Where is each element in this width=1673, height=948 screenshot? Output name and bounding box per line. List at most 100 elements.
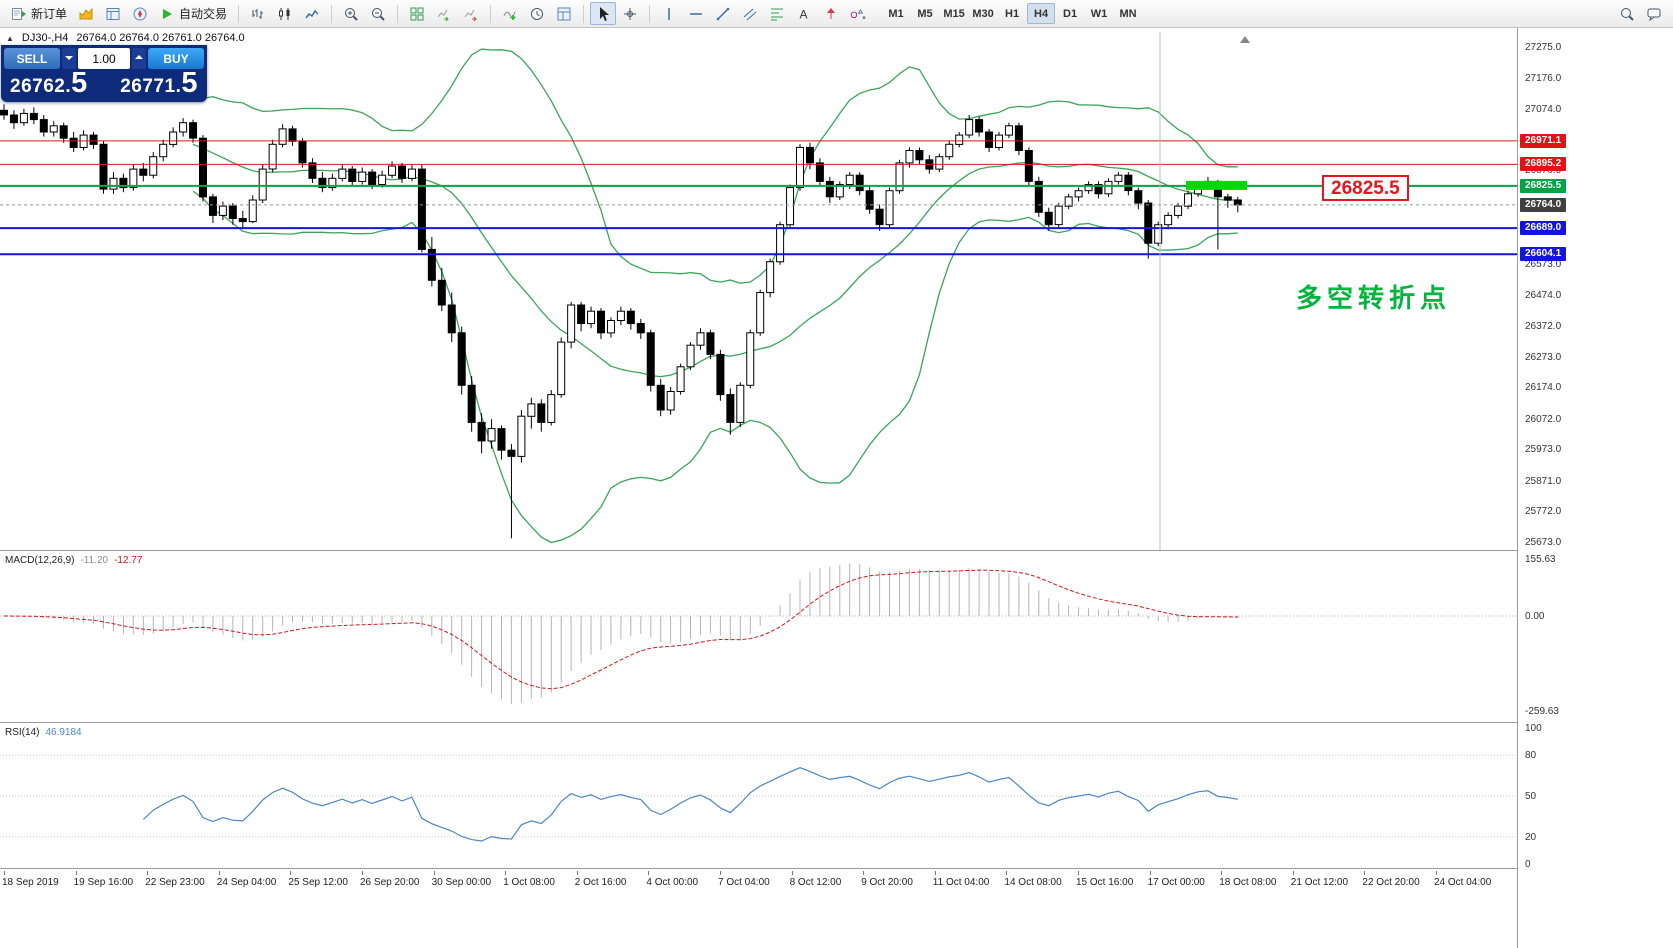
macd-main-value: -11.20 — [80, 555, 109, 566]
line-chart-icon — [304, 6, 320, 22]
toolbar-separator — [331, 4, 333, 23]
timeframe-button-h4[interactable]: H4 — [1027, 3, 1056, 24]
equidistant-channel-button[interactable] — [737, 2, 763, 25]
horizontal-line-button[interactable] — [683, 2, 709, 25]
panel-separator[interactable] — [0, 722, 1673, 723]
price-chart-plot[interactable] — [0, 28, 1517, 550]
volume-up-button[interactable] — [132, 48, 146, 69]
rsi-value: 46.9184 — [45, 727, 82, 738]
buy-button[interactable]: BUY — [148, 48, 204, 69]
zoom-out-icon — [370, 6, 386, 22]
shapes-icon — [850, 6, 866, 22]
rsi-axis-label: 80 — [1525, 750, 1537, 762]
price-axis[interactable]: 27275.027176.027074.026876.026675.026573… — [1517, 28, 1673, 948]
timeframe-button-m30[interactable]: M30 — [969, 3, 997, 24]
time-label: 19 Sep 16:00 — [73, 877, 134, 888]
indicators-button[interactable] — [497, 2, 523, 25]
timeframe-button-m15[interactable]: M15 — [940, 3, 968, 24]
price-axis-tick: 25973.0 — [1525, 444, 1562, 456]
time-axis-tick — [1078, 871, 1079, 875]
time-label: 25 Sep 12:00 — [288, 877, 348, 888]
timeframe-button-mn[interactable]: MN — [1114, 3, 1142, 24]
cursor-button[interactable] — [590, 2, 617, 25]
market-watch-icon — [78, 6, 94, 22]
time-axis-tick — [1006, 871, 1008, 875]
cursor-icon — [595, 6, 611, 22]
fibonacci-button[interactable] — [764, 2, 790, 25]
arrow-label-button[interactable] — [818, 2, 844, 25]
macd-indicator-plot[interactable] — [0, 552, 1517, 722]
time-axis-tick — [720, 871, 721, 875]
time-label: 26 Sep 20:00 — [360, 877, 420, 888]
auto-scroll-button[interactable] — [431, 2, 457, 25]
macd-signal-value: -12.77 — [114, 555, 143, 566]
price-callout-annotation[interactable]: 26825.5 — [1322, 175, 1409, 201]
time-axis-tick — [1292, 871, 1294, 875]
bar-chart-icon — [250, 6, 266, 22]
price-tag: 26764.0 — [1520, 197, 1567, 212]
time-axis-tick — [4, 871, 5, 875]
chart-shift-marker-icon[interactable] — [1240, 31, 1250, 43]
trendline-button[interactable] — [710, 2, 736, 25]
new-order-icon — [11, 6, 27, 22]
timeframe-button-m5[interactable]: M5 — [911, 3, 939, 24]
volume-down-button[interactable] — [62, 48, 76, 69]
volume-input[interactable] — [78, 51, 130, 66]
time-label: 22 Sep 23:00 — [145, 877, 205, 888]
data-window-button[interactable] — [100, 2, 126, 25]
timeframe-button-m1[interactable]: M1 — [882, 3, 910, 24]
auto-trading-button[interactable]: 自动交易 — [154, 2, 232, 25]
panel-separator[interactable] — [0, 550, 1673, 551]
bar-chart-button[interactable] — [245, 2, 271, 25]
timeframe-button-w1[interactable]: W1 — [1085, 3, 1113, 24]
tile-windows-button[interactable] — [404, 2, 430, 25]
auto-trading-label: 自动交易 — [179, 7, 228, 21]
macd-header: MACD(12,26,9) -11.20 -12.77 — [5, 555, 142, 566]
timeframe-button-d1[interactable]: D1 — [1056, 3, 1084, 24]
auto-scroll-icon — [436, 6, 452, 22]
zoom-out-button[interactable] — [365, 2, 391, 25]
time-label: 22 Oct 20:00 — [1362, 877, 1420, 888]
trade-panel-controls: SELL BUY — [4, 48, 204, 69]
price-axis-tick: 27074.0 — [1525, 104, 1562, 116]
symbol-period-label: DJ30-,H4 — [21, 32, 69, 44]
price-axis-tick: 25673.0 — [1525, 537, 1562, 548]
market-watch-button[interactable] — [73, 2, 99, 25]
chart-shift-button[interactable] — [458, 2, 484, 25]
templates-button[interactable] — [551, 2, 577, 25]
time-axis-tick — [290, 871, 292, 875]
sell-button[interactable]: SELL — [4, 48, 60, 69]
chat-button[interactable] — [1641, 2, 1667, 25]
crosshair-button[interactable] — [617, 2, 643, 25]
one-click-trading-panel: SELL BUY 26762.5 26771.5 — [1, 45, 207, 102]
time-label: 18 Sep 2019 — [2, 877, 59, 888]
time-axis-tick — [75, 871, 77, 875]
time-axis-tick — [1364, 871, 1366, 875]
trendline-icon — [715, 6, 731, 22]
navigator-button[interactable] — [127, 2, 153, 25]
zoom-in-button[interactable] — [338, 2, 364, 25]
new-order-label: 新订单 — [31, 7, 68, 21]
vertical-line-button[interactable] — [656, 2, 682, 25]
rsi-indicator-plot[interactable] — [0, 724, 1517, 868]
search-button[interactable] — [1614, 2, 1640, 25]
candlestick-chart-button[interactable] — [272, 2, 298, 25]
zoom-in-icon — [343, 6, 359, 22]
price-tag: 26604.1 — [1520, 247, 1567, 262]
time-axis-tick — [1149, 871, 1151, 875]
time-axis[interactable]: 18 Sep 2019 19 Sep 16:00 22 Sep 23:00 24 Se… — [0, 870, 1517, 900]
time-axis-tick — [934, 871, 936, 875]
new-order-button[interactable]: 新订单 — [6, 2, 72, 25]
periods-button[interactable] — [524, 2, 550, 25]
auto-trading-icon — [159, 6, 175, 22]
shapes-button[interactable] — [845, 2, 871, 25]
buy-price: 26771.5 — [120, 67, 198, 99]
timeframe-button-h1[interactable]: H1 — [998, 3, 1026, 24]
text-button[interactable]: A — [791, 2, 817, 25]
time-axis-tick — [433, 871, 435, 875]
time-axis-tick — [362, 871, 363, 875]
periods-icon — [529, 6, 545, 22]
turning-point-annotation[interactable]: 多空转折点 — [1296, 283, 1452, 313]
line-chart-button[interactable] — [299, 2, 325, 25]
toolbar-right-group — [1614, 2, 1667, 25]
